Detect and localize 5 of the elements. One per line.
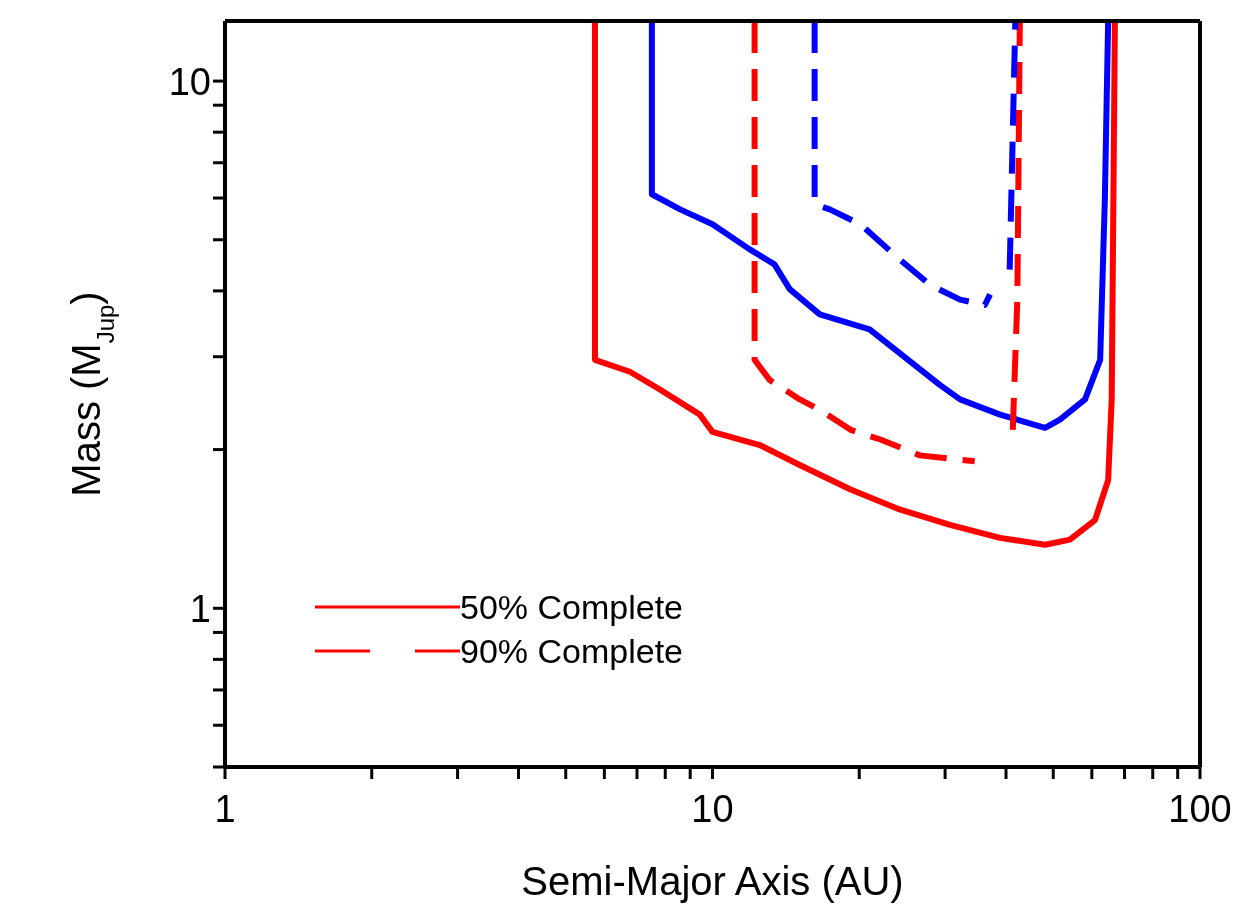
legend-label: 50% Complete <box>460 587 684 627</box>
legend-label: 90% Complete <box>460 631 684 671</box>
x-axis-title: Semi-Major Axis (AU) <box>521 859 904 903</box>
x-tick-label: 10 <box>691 787 734 830</box>
x-tick-label: 100 <box>1168 787 1232 830</box>
